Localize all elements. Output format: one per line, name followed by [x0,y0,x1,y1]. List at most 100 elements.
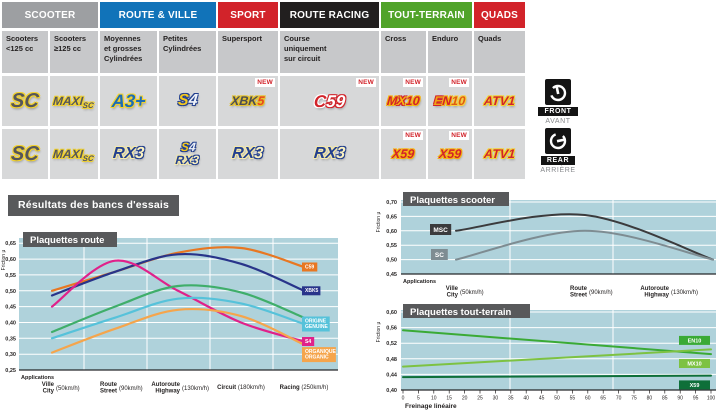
legend-organique-organic [302,347,336,363]
logo-text: RX [231,145,256,162]
logo-text: MAXI [52,94,85,108]
front-cell-mx10: NEW MX10 [381,76,426,126]
y-tick-label: 0,45 [5,305,16,311]
logo-text: RX [112,145,136,162]
logo-text: A3+ [110,91,147,111]
product-logo-sc: SC [10,90,40,112]
series-line-origine-genuine [50,296,306,340]
x-axis-title: Freinage linéaire [405,403,457,410]
x-tick-label: 100 [707,396,716,402]
y-tick-label: 0,50 [386,258,397,264]
y-tick-label: 0,40 [5,321,16,327]
new-badge: NEW [356,78,376,87]
front-brake-icon [545,79,571,105]
y-tick-label: 0,35 [5,336,16,342]
legend-msc [430,224,452,235]
y-tick-label: 0,45 [386,272,397,278]
x-cat-label: Ville City [42,382,55,395]
logo-text: X59 [391,146,416,161]
product-logo-rx3: RX3 [112,145,145,162]
x-cat-label: Autoroute Highway [151,382,180,395]
logo-text: SC [10,143,40,165]
series-line-en10 [402,329,712,356]
rear-cell-rx3: RX3 [100,129,157,179]
logo-text: 59 [325,91,346,111]
legend-label: ORIGINE [305,318,327,324]
series-line-a3 [50,284,306,334]
rear-cell-s4-rx3: S4 RX3 [159,129,216,179]
front-cell-maxi-sc: MAXISC [50,76,98,126]
x-cat-label: Route Street [570,286,588,299]
group-header-route-ville: ROUTE & VILLE [100,2,216,28]
series-line-xbk5 [50,252,306,297]
subheader-supersport: Supersport [218,31,278,73]
x-cat-speed: (130km/h) [182,386,209,392]
product-logo-s4: S4 [177,92,199,109]
product-logo-a3: A3+ [110,91,147,111]
front-cell-atv1: ATV1 [474,76,525,126]
y-tick-label: 0,44 [386,372,398,378]
section-title: Résultats des bancs d'essais [8,195,180,216]
logo-text: ATV1 [483,93,516,108]
x-cat-label: Route Street [100,382,118,395]
product-logo-c59: C59 [313,91,346,111]
avant-label: AVANT [545,118,571,125]
logo-text: ATV1 [483,146,516,161]
x-tick-label: 80 [647,396,653,402]
x-cat-speed: (50km/h) [460,290,484,296]
front-cell-s4: S4 [159,76,216,126]
x-cat-label: Autoroute Highway [640,286,669,299]
rear-cell-x59: NEW X59 [381,129,426,179]
group-header-quads: QUADS [474,2,525,28]
x-axis-caption: Applications [21,375,54,381]
subheader-cross: Cross [381,31,426,73]
logo-text: 4 [188,139,197,154]
arriere-label: ARRIÈRE [540,167,576,174]
x-tick-label: 25 [477,396,483,402]
series-line-s4 [50,259,306,343]
chart-title: Plaquettes scooter [410,195,495,206]
product-logo-maxi-sc: MAXISC [52,94,95,110]
product-logo-rx3: RX3 [231,145,265,162]
chart-svg-route: 0,65 0,60 0,55 0,50 0,45 0,40 0,35 0,30 0,25 Fric… [1,232,338,395]
x-tick-label: 15 [446,396,452,402]
subheader-scooters: Scooters <125 cc [2,31,48,73]
product-logo-x59: X59 [391,146,416,161]
legend-label: GENUINE [305,324,328,330]
logo-text: XBK [230,93,259,108]
logo-text: 4 [187,92,199,109]
y-tick-label: 0,60 [5,257,16,263]
y-tick-label: 0,60 [386,310,397,316]
x-tick-label: 0 [402,396,405,402]
series-line-c59 [50,246,306,292]
x-axis-caption: Applications [403,279,436,285]
chart-svg-tt: 0,60 0,56 0,52 0,48 0,44 0,40 Friction μ Plaque… [376,304,716,410]
rear-cell-atv1: ATV1 [474,129,525,179]
logo-text: RX [174,153,193,167]
chart-title: Plaquettes tout-terrain [410,307,512,318]
legend-xbk5 [302,286,321,296]
new-badge: NEW [403,78,423,87]
front-cell-sc: SC [2,76,48,126]
logo-text: 3 [335,145,346,162]
logo-text: 3 [134,145,145,162]
chart-title-panel [23,232,117,247]
y-axis-title: Friction μ [376,212,382,233]
chart-title-panel [403,304,530,318]
y-tick-label: 0,65 [386,214,397,220]
product-logo-maxi-sc: MAXISC [53,147,95,163]
rear-cell-sc: SC [2,129,48,179]
x-tick-label: 75 [631,396,637,402]
product-logo-sc: SC [10,143,40,165]
logo-text: RX [313,145,337,162]
logo-text: SC [82,154,95,163]
x-cat-label: Circuit (180km/h) [217,385,265,391]
legend-label: MSC [433,227,448,234]
chart-svg-scooter: 0,70 0,65 0,60 0,55 0,50 0,45 Friction μ Plaque… [376,192,716,299]
legend-mx10 [679,359,710,368]
y-tick-label: 0,55 [386,243,397,249]
legend-origine-genuine [302,316,330,332]
legend-label: ORGANIQUE [305,349,337,355]
legend-label: S4 [305,339,311,345]
front-cell-a3: A3+ [100,76,157,126]
